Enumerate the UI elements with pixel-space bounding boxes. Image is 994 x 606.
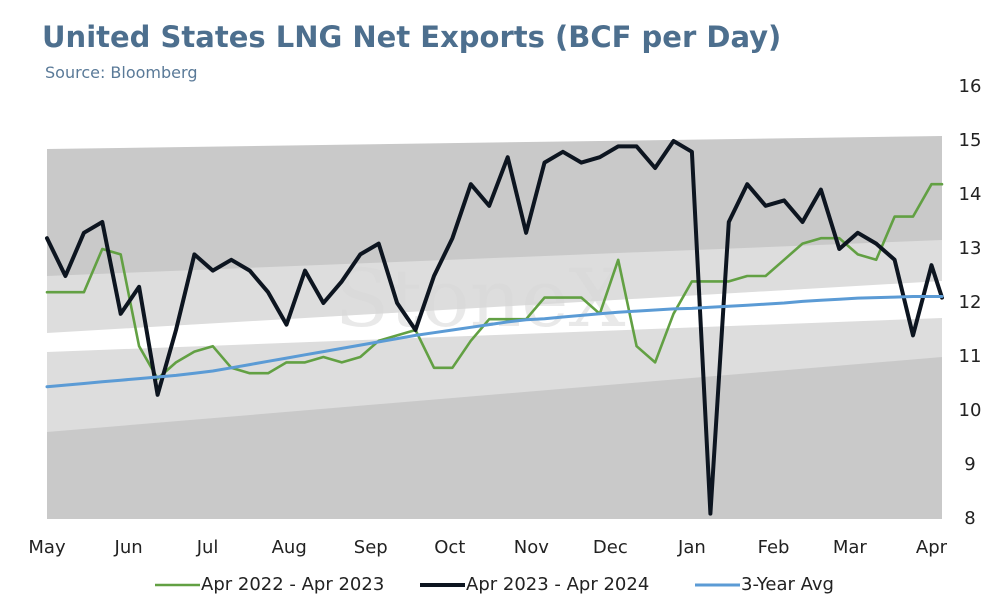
x-tick-label: May bbox=[28, 537, 66, 558]
background-bands bbox=[47, 136, 942, 519]
x-tick-label: Jul bbox=[196, 537, 219, 558]
y-tick-label: 9 bbox=[964, 454, 975, 475]
x-tick-label: Dec bbox=[593, 537, 628, 558]
series-line bbox=[45, 295, 944, 389]
x-tick-label: Mar bbox=[833, 537, 868, 558]
y-tick-label: 10 bbox=[959, 400, 982, 421]
series-line bbox=[45, 139, 944, 516]
x-tick-label: Feb bbox=[758, 537, 790, 558]
y-tick-label: 16 bbox=[959, 76, 982, 97]
x-tick-label: Sep bbox=[354, 537, 388, 558]
x-tick-label: Apr bbox=[916, 537, 948, 558]
band-middle bbox=[47, 240, 942, 432]
x-tick-label: Oct bbox=[434, 537, 465, 558]
series-line bbox=[45, 182, 944, 380]
x-tick-label: Jun bbox=[114, 537, 143, 558]
x-tick-label: Nov bbox=[514, 537, 549, 558]
y-tick-label: 8 bbox=[964, 508, 975, 529]
x-tick-label: Jan bbox=[677, 537, 706, 558]
y-tick-label: 12 bbox=[959, 292, 982, 313]
legend-label: Apr 2022 - Apr 2023 bbox=[201, 574, 384, 595]
y-tick-label: 15 bbox=[959, 130, 982, 151]
x-tick-label: Aug bbox=[272, 537, 307, 558]
y-tick-label: 11 bbox=[959, 346, 982, 367]
band-inner bbox=[47, 281, 942, 352]
legend-label: 3-Year Avg bbox=[741, 574, 834, 595]
y-tick-label: 13 bbox=[959, 238, 982, 259]
chart-title: United States LNG Net Exports (BCF per D… bbox=[42, 20, 781, 54]
legend-label: Apr 2023 - Apr 2024 bbox=[466, 574, 649, 595]
y-tick-label: 14 bbox=[959, 184, 982, 205]
chart-subtitle: Source: Bloomberg bbox=[45, 63, 197, 82]
